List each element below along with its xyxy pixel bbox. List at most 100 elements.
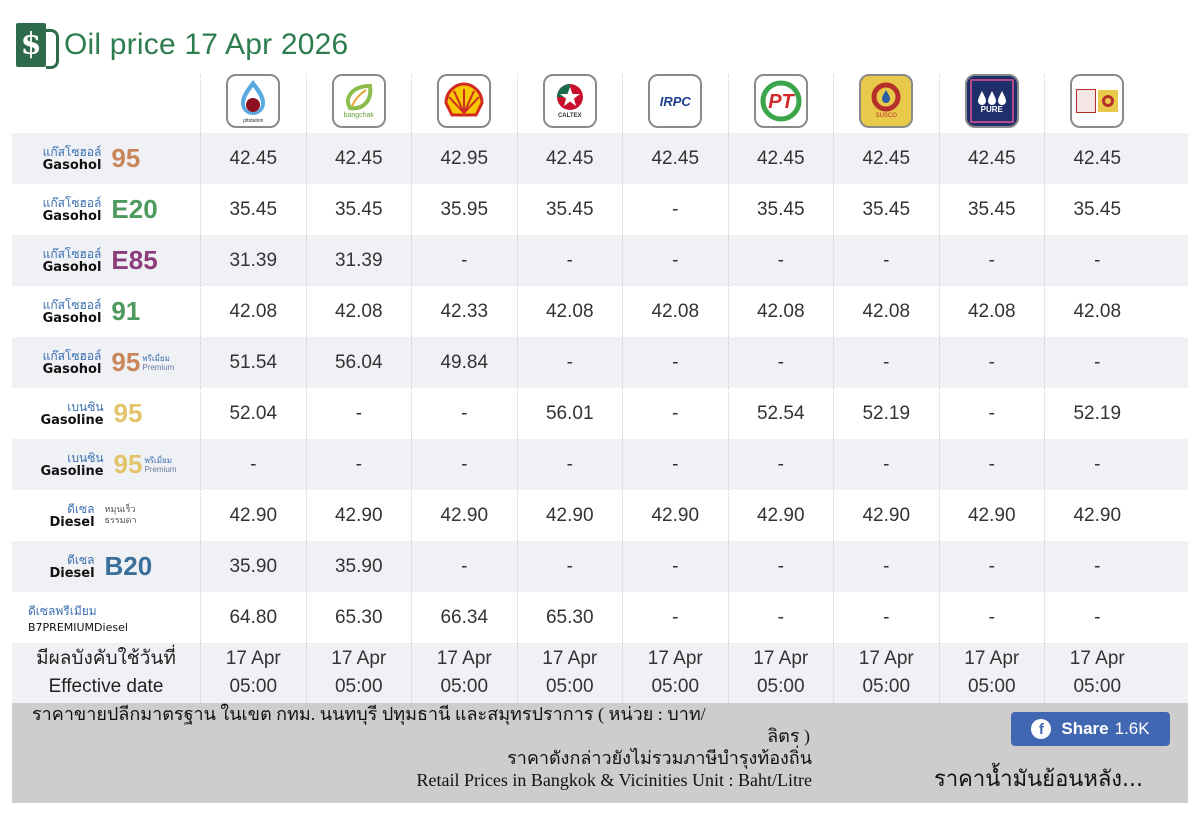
price-cell: 52.54 — [727, 388, 834, 439]
table-row: ดีเซล Diesel B20 35.90 35.90- - - - - - - — [12, 541, 1188, 592]
shell-logo-icon — [437, 74, 492, 128]
fuel-grade: 91 — [111, 296, 141, 326]
pure-logo-icon: PURE — [964, 74, 1019, 128]
price-cell: 51.54 — [200, 337, 306, 388]
price-cell: - — [938, 388, 1045, 439]
price-cell: - — [833, 541, 939, 592]
price-cell: 42.08 — [833, 286, 939, 337]
price-cell: - — [200, 439, 306, 490]
share-count: 1.6K — [1114, 719, 1150, 738]
price-cell: - — [411, 439, 517, 490]
price-cell: 49.84 — [411, 337, 517, 388]
price-cell: 52.19 — [833, 388, 939, 439]
table-row: แก๊สโซฮอล์ Gasohol 91 42.08 42.08 42.33 42.… — [12, 286, 1188, 337]
page-title: Oil price 17 Apr 2026 — [64, 28, 349, 61]
price-cell: - — [411, 541, 517, 592]
price-cell: - — [305, 439, 412, 490]
fuel-grade: 95 พรีเมี่ยม Premium — [111, 347, 175, 377]
price-cell: 56.01 — [516, 388, 623, 439]
price-cell: - — [305, 388, 412, 439]
price-cell: 35.45 — [727, 184, 834, 235]
table-row: แก๊สโซฮอล์ Gasohol 95 พรีเมี่ยม Premium 5… — [12, 337, 1188, 388]
fuel-subtype: หมุนเร็ว ธรรมดา — [104, 504, 137, 526]
price-cell: - — [622, 592, 728, 643]
table-row: แก๊สโซฮอล์ Gasohol E85 31.39 31.39- - - - - - - — [12, 235, 1188, 286]
price-cell: 64.80 — [200, 592, 306, 643]
price-cell: - — [1044, 337, 1150, 388]
effective-date-label: มีผลบังคับใช้วันที่ Effective date — [36, 648, 176, 697]
price-cell: 42.08 — [727, 286, 834, 337]
fuel-label: ดีเซล Diesel — [49, 501, 95, 530]
table-row: เบนซิน Gasoline 95 พรีเมี่ยม Premium ----… — [12, 439, 1188, 490]
fuel-label: แก๊สโซฮอล์ Gasohol — [42, 348, 102, 377]
brand-logo-row: pttstation bangchak CALTEX — [200, 74, 1200, 133]
price-cell: 42.90 — [200, 490, 306, 541]
fuel-label: ดีเซลพรีเมียม B7PREMIUMDiesel — [28, 603, 128, 634]
price-cell: 35.90 — [200, 541, 306, 592]
price-cell: 65.30 — [305, 592, 412, 643]
bangchak-logo-icon: bangchak — [331, 74, 386, 128]
premium-badge: พรีเมี่ยม Premium — [142, 353, 175, 372]
fuel-grade: 95 — [113, 398, 143, 428]
table-row: ดีเซล Diesel หมุนเร็ว ธรรมดา 42.90 42.90 42.… — [12, 490, 1188, 541]
price-cell: - — [727, 541, 834, 592]
price-cell: - — [516, 235, 623, 286]
price-cell: 42.08 — [305, 286, 412, 337]
oil-price-table: แก๊สโซฮอล์ Gasohol 95 42.45 42.45 42.95 42.… — [12, 133, 1188, 703]
price-cell: - — [833, 439, 939, 490]
price-cell: - — [833, 592, 939, 643]
price-cell: 42.45 — [727, 133, 834, 184]
fuel-label: เบนซิน Gasoline — [40, 399, 104, 428]
price-cell: - — [938, 541, 1045, 592]
price-cell: 35.95 — [411, 184, 517, 235]
irpc-logo-icon: IRPC — [648, 74, 703, 128]
fuel-label: แก๊สโซฮอล์ Gasohol — [42, 195, 102, 224]
price-cell: 42.08 — [1044, 286, 1150, 337]
price-cell: - — [1044, 235, 1150, 286]
price-cell: 42.90 — [622, 490, 728, 541]
price-cell: 52.19 — [1044, 388, 1150, 439]
pt-logo-icon: PT — [753, 74, 808, 128]
price-cell: 56.04 — [305, 337, 412, 388]
fuel-grade: E20 — [111, 194, 158, 224]
page-header: $ Oil price 17 Apr 2026 — [14, 20, 348, 70]
effective-date-cell: 17 Apr 05:00 — [727, 643, 834, 703]
price-cell: 42.90 — [516, 490, 623, 541]
fuel-label: เบนซิน Gasoline — [40, 450, 104, 479]
price-cell: 66.34 — [411, 592, 517, 643]
effective-date-cell: 17 Apr 05:00 — [200, 643, 306, 703]
price-cell: 42.45 — [516, 133, 623, 184]
effective-date-cell: 17 Apr 05:00 — [305, 643, 412, 703]
price-cell: - — [938, 235, 1045, 286]
price-cell: 42.08 — [516, 286, 623, 337]
facebook-share-button[interactable]: f Share 1.6K — [1011, 712, 1170, 746]
price-cell: - — [516, 439, 623, 490]
effective-date-cell: 17 Apr 05:00 — [1044, 643, 1150, 703]
price-cell: 42.45 — [938, 133, 1045, 184]
price-cell: - — [1044, 439, 1150, 490]
effective-date-row: มีผลบังคับใช้วันที่ Effective date 17 Ap… — [12, 643, 1188, 703]
price-cell: 35.45 — [1044, 184, 1150, 235]
price-cell: 42.90 — [727, 490, 834, 541]
price-cell: 35.45 — [516, 184, 623, 235]
price-cell: - — [516, 541, 623, 592]
table-row: เบนซิน Gasoline 95 52.04- -56.01-52.54 52.… — [12, 388, 1188, 439]
price-cell: 35.45 — [833, 184, 939, 235]
price-cell: 42.95 — [411, 133, 517, 184]
caltex-logo-icon: CALTEX — [542, 74, 597, 128]
price-cell: 52.04 — [200, 388, 306, 439]
price-cell: 42.08 — [622, 286, 728, 337]
price-cell: 35.45 — [938, 184, 1045, 235]
effective-date-cell: 17 Apr 05:00 — [622, 643, 728, 703]
facebook-icon: f — [1031, 719, 1052, 739]
table-row: แก๊สโซฮอล์ Gasohol E20 35.45 35.45 35.95 35… — [12, 184, 1188, 235]
fuel-label: แก๊สโซฮอล์ Gasohol — [42, 246, 102, 275]
price-cell: - — [622, 235, 728, 286]
price-cell: 31.39 — [200, 235, 306, 286]
price-cell: - — [938, 439, 1045, 490]
price-cell: - — [516, 337, 623, 388]
table-row: แก๊สโซฮอล์ Gasohol 95 42.45 42.45 42.95 42.… — [12, 133, 1188, 184]
price-cell: - — [727, 235, 834, 286]
price-cell: 42.08 — [938, 286, 1045, 337]
price-history-link[interactable]: ราคาน้ำมันย้อนหลัง... — [934, 767, 1144, 792]
